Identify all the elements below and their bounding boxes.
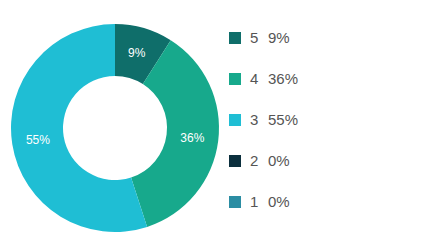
html-text:5: 5 <box>250 29 259 46</box>
html-text:36%: 36% <box>268 70 298 87</box>
html-text:9%: 9% <box>268 29 290 46</box>
svg-text:36%: 36% <box>180 131 204 145</box>
html-text:0%: 0% <box>268 152 290 169</box>
html-text:1: 1 <box>250 193 259 210</box>
html-text:4: 4 <box>250 70 259 87</box>
svg-text:9%: 9% <box>128 46 146 60</box>
html-text:55%: 55% <box>268 111 298 128</box>
svg-text:55%: 55% <box>26 133 50 147</box>
html-text:0%: 0% <box>268 193 290 210</box>
html-text:2: 2 <box>250 152 259 169</box>
html-text:3: 3 <box>250 111 259 128</box>
